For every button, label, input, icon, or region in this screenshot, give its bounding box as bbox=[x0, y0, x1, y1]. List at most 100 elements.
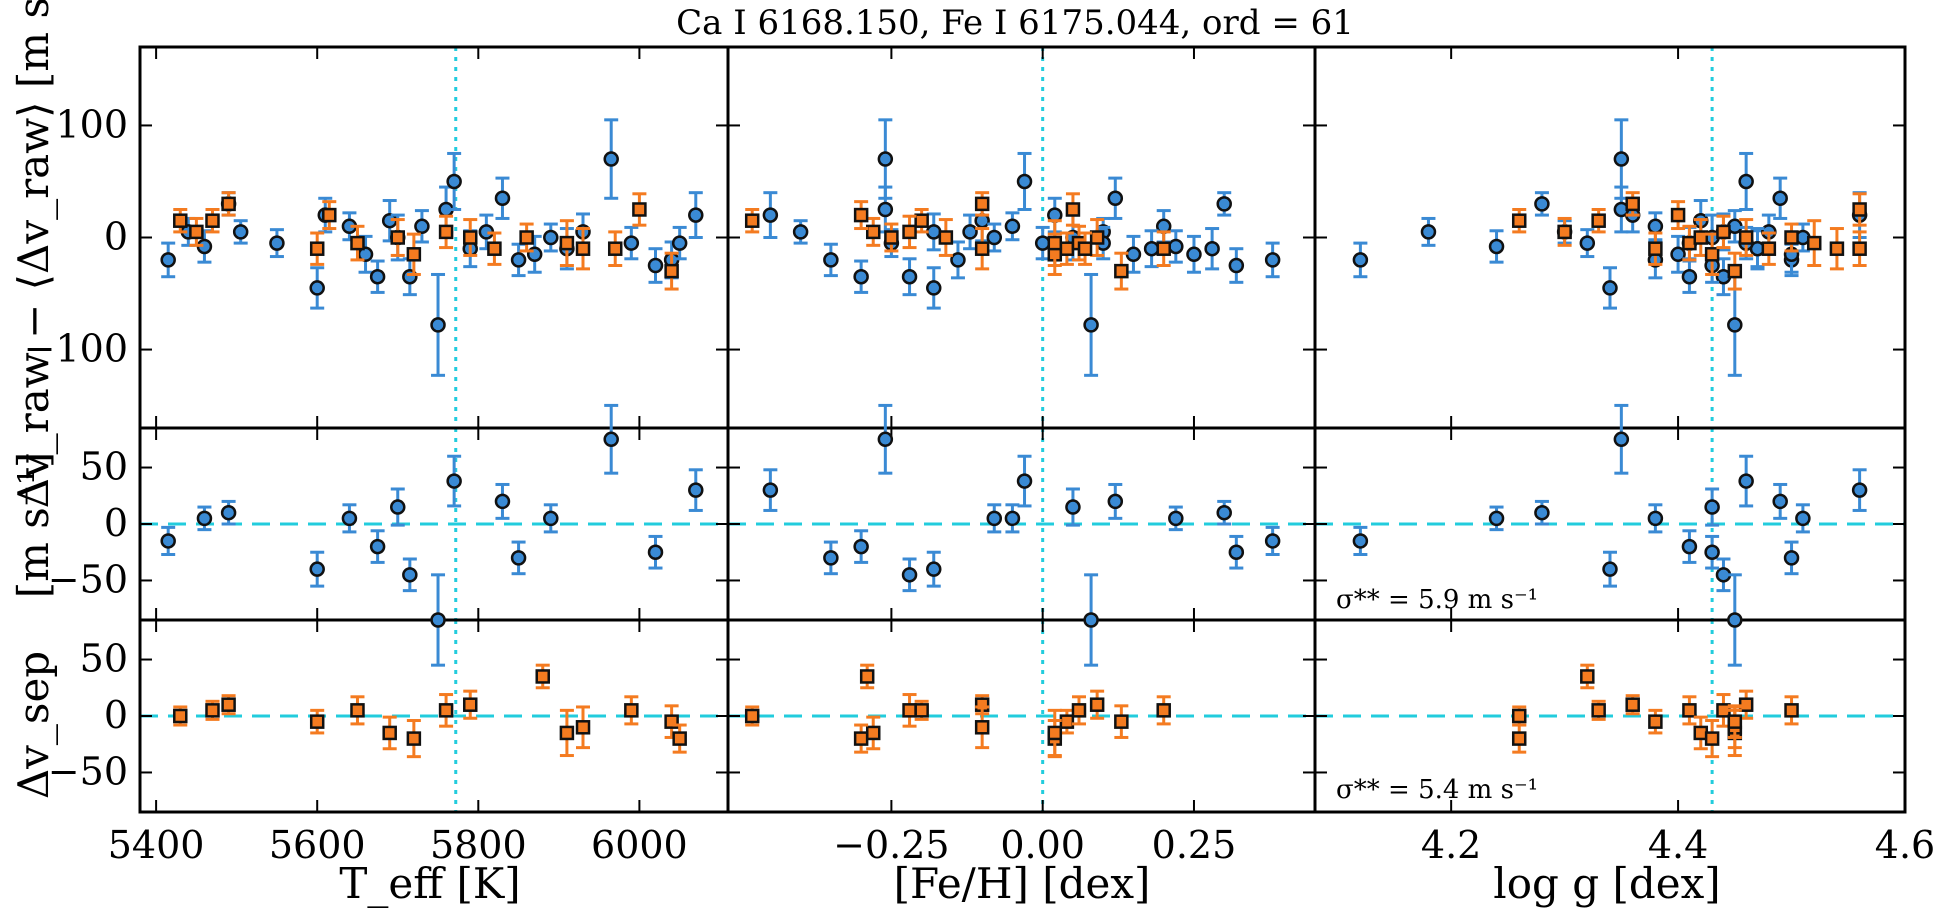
marker-circle bbox=[1107, 190, 1124, 207]
data-point bbox=[823, 242, 839, 278]
marker-square bbox=[974, 241, 990, 256]
marker-circle bbox=[494, 493, 511, 510]
data-point bbox=[865, 216, 881, 247]
data-point bbox=[1534, 191, 1550, 217]
data-point bbox=[744, 207, 760, 234]
marker-circle bbox=[688, 207, 704, 223]
y-tick-label: 0 bbox=[104, 693, 128, 737]
data-point bbox=[414, 209, 430, 244]
y-tick-label: 50 bbox=[80, 445, 128, 489]
marker-circle bbox=[792, 224, 809, 240]
data-point bbox=[1083, 573, 1099, 667]
data-point bbox=[535, 663, 550, 690]
marker-circle bbox=[1352, 252, 1369, 268]
data-point bbox=[1772, 176, 1788, 220]
marker-square bbox=[1738, 230, 1754, 245]
marker-circle bbox=[926, 561, 942, 577]
marker-circle bbox=[1772, 190, 1788, 207]
data-point bbox=[1534, 499, 1550, 526]
marker-square bbox=[487, 241, 502, 256]
marker-circle bbox=[853, 268, 869, 285]
xlabel-teff: T_eff [K] bbox=[339, 859, 520, 908]
data-point bbox=[853, 200, 869, 231]
marker-circle bbox=[1168, 510, 1184, 527]
data-point bbox=[1580, 663, 1595, 690]
marker-circle bbox=[762, 482, 779, 498]
data-point bbox=[859, 663, 875, 690]
data-point bbox=[1156, 230, 1171, 268]
marker-circle bbox=[430, 317, 446, 333]
marker-square bbox=[902, 224, 917, 240]
data-point bbox=[160, 525, 176, 556]
marker-square bbox=[624, 703, 639, 718]
data-point bbox=[1715, 257, 1732, 297]
data-point bbox=[762, 191, 779, 239]
data-point bbox=[1186, 234, 1202, 274]
data-point bbox=[1216, 499, 1232, 526]
marker-square bbox=[1059, 241, 1075, 256]
data-point bbox=[430, 272, 446, 377]
data-point bbox=[1488, 229, 1505, 264]
marker-circle bbox=[1579, 235, 1596, 251]
data-point bbox=[926, 266, 942, 310]
x-tick-label: 5400 bbox=[108, 823, 205, 867]
marker-circle bbox=[1602, 561, 1618, 577]
marker-circle bbox=[1264, 252, 1281, 268]
data-point bbox=[487, 231, 502, 266]
marker-square bbox=[322, 207, 337, 223]
data-point bbox=[926, 550, 942, 588]
marker-square bbox=[1704, 731, 1720, 746]
marker-circle bbox=[369, 268, 386, 285]
data-point bbox=[1114, 251, 1129, 291]
marker-circle bbox=[1264, 533, 1281, 549]
marker-square bbox=[632, 202, 647, 217]
marker-square bbox=[664, 263, 679, 279]
data-point bbox=[406, 232, 422, 276]
data-point bbox=[438, 185, 454, 234]
marker-circle bbox=[623, 235, 640, 251]
data-point bbox=[1852, 230, 1867, 268]
marker-square bbox=[575, 241, 591, 256]
data-point bbox=[1083, 272, 1099, 377]
data-point bbox=[1852, 192, 1867, 227]
marker-circle bbox=[1727, 317, 1743, 333]
data-point bbox=[232, 219, 249, 245]
marker-circle bbox=[1034, 235, 1051, 251]
data-point bbox=[1488, 505, 1505, 532]
data-point bbox=[1579, 228, 1596, 259]
marker-square bbox=[1806, 235, 1822, 251]
data-point bbox=[494, 482, 511, 520]
data-point bbox=[603, 118, 619, 200]
data-point bbox=[623, 225, 640, 261]
data-point bbox=[1727, 704, 1743, 739]
data-point bbox=[369, 259, 386, 294]
data-point bbox=[1168, 229, 1184, 264]
data-point bbox=[575, 705, 591, 750]
data-point bbox=[1738, 151, 1754, 211]
marker-square bbox=[1156, 241, 1171, 256]
marker-square bbox=[382, 725, 397, 741]
marker-square bbox=[1557, 224, 1572, 240]
data-point bbox=[1511, 207, 1527, 234]
marker-circle bbox=[1107, 493, 1124, 510]
marker-circle bbox=[853, 538, 869, 555]
data-point bbox=[1004, 211, 1021, 242]
marker-square bbox=[1761, 241, 1777, 256]
data-point bbox=[974, 191, 990, 217]
marker-circle bbox=[986, 510, 1003, 527]
marker-circle bbox=[1738, 173, 1754, 190]
x-tick-label: 4.2 bbox=[1421, 823, 1481, 867]
marker-square bbox=[1625, 196, 1640, 212]
marker-circle bbox=[196, 510, 213, 527]
marker-square bbox=[1738, 697, 1754, 712]
data-point bbox=[430, 573, 446, 667]
panel-r0-c1 bbox=[726, 45, 1317, 430]
marker-circle bbox=[877, 431, 894, 448]
data-point bbox=[1034, 225, 1051, 261]
data-point bbox=[1125, 234, 1142, 274]
marker-circle bbox=[232, 224, 249, 240]
data-point bbox=[189, 216, 204, 247]
marker-square bbox=[1511, 731, 1527, 746]
data-point bbox=[877, 403, 894, 475]
data-point bbox=[1704, 232, 1720, 276]
